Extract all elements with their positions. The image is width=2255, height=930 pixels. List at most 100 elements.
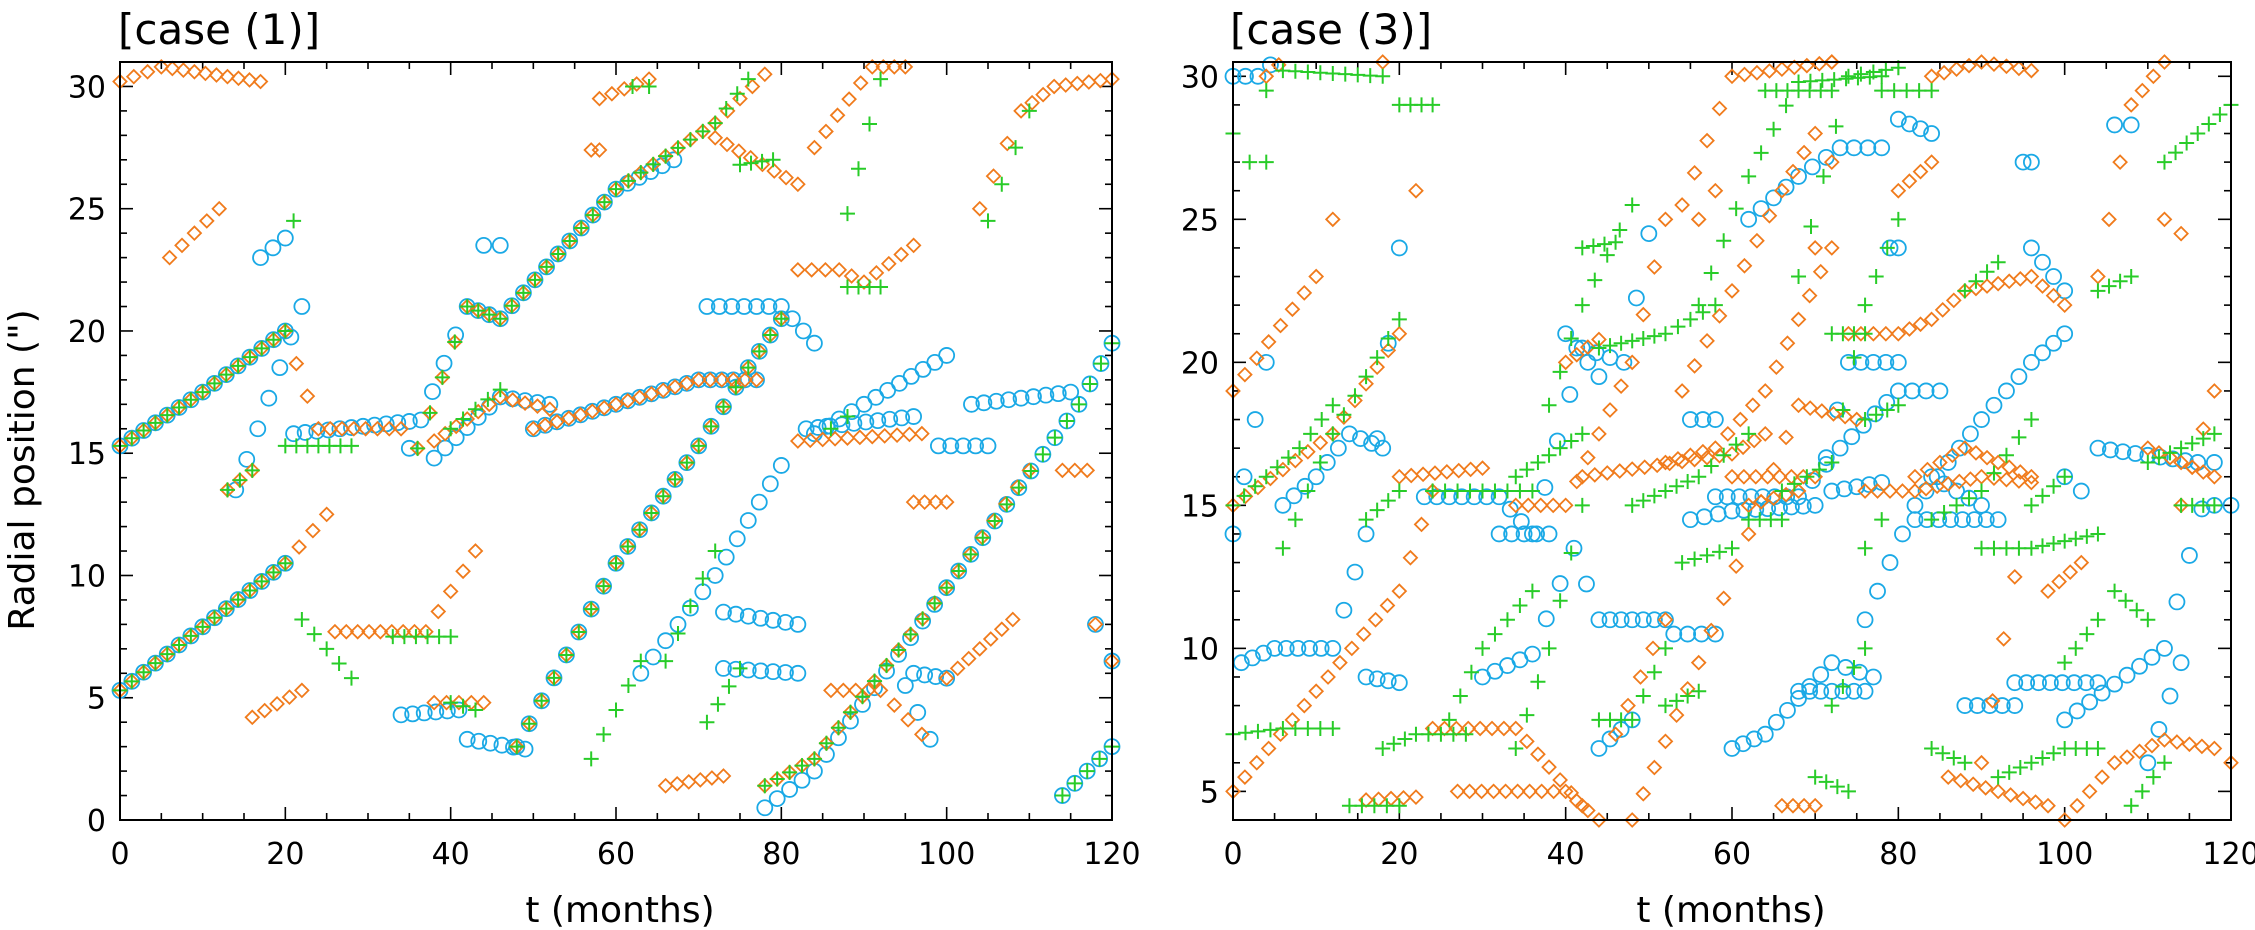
plus-point [830, 720, 846, 736]
diamond-point [345, 420, 362, 437]
diamond-point [256, 702, 273, 719]
circle-point [921, 730, 939, 748]
plus-point [1957, 283, 1973, 299]
circle-point [1845, 139, 1863, 157]
diamond-point [492, 389, 509, 405]
plus-point [2057, 469, 2073, 485]
diamond-point [197, 65, 214, 82]
diamond-point [1699, 132, 1715, 149]
plus-point [1380, 331, 1396, 347]
diamond-point [1670, 451, 1686, 467]
circle-point [764, 611, 782, 629]
plus-point [2179, 135, 2195, 151]
diamond-point [1079, 462, 1096, 479]
circle-point [1869, 582, 1886, 600]
circle-point [271, 359, 289, 377]
x-tick-label: 20 [266, 837, 304, 872]
diamond-point [886, 697, 903, 713]
plus-point [1397, 731, 1413, 747]
plus-point [699, 714, 715, 730]
diamond-point [1923, 68, 1940, 85]
plus-point [539, 259, 555, 275]
plus-point [583, 751, 599, 767]
circle-point [1767, 713, 1785, 731]
plus-point [455, 698, 471, 714]
x-tick-label: 0 [110, 837, 129, 872]
diamond-point [1607, 726, 1624, 743]
plus-point [625, 78, 641, 94]
diamond-point [1979, 449, 1995, 466]
circle-point [930, 437, 947, 455]
circle-point [1301, 639, 1318, 657]
circle-point [2006, 674, 2024, 692]
plus-point [867, 673, 883, 689]
diamond-point [2001, 273, 2018, 290]
plus-point [975, 530, 991, 546]
diamond-point [1296, 697, 1313, 714]
diamond-point [1749, 64, 1765, 81]
plus-point [1824, 83, 1840, 99]
plus-point [515, 285, 531, 301]
circle-point [1859, 139, 1877, 157]
diamond-point [2081, 783, 2098, 800]
diamond-point [1823, 240, 1840, 256]
plus-point [1563, 433, 1579, 449]
plus-point [695, 123, 711, 139]
circle-point [1856, 611, 1874, 629]
plus-point [608, 181, 624, 197]
plus-point [136, 664, 152, 680]
y-tick-label: 30 [68, 70, 106, 105]
plus-point [147, 415, 163, 431]
circle-point [715, 660, 732, 677]
diamond-point [1728, 558, 1745, 575]
circle-point [1524, 645, 1541, 663]
plus-point [1093, 356, 1109, 372]
diamond-point [893, 246, 910, 263]
diamond-point [125, 68, 142, 85]
plus-point [1646, 328, 1662, 344]
x-tick-label: 80 [762, 837, 800, 872]
panel-title: [case (1)] [118, 5, 320, 54]
diamond-point [1825, 405, 1842, 422]
circle-point [717, 548, 735, 566]
plus-point [1716, 447, 1732, 463]
circle-point [1540, 525, 1558, 543]
diamond-point [2156, 54, 2173, 70]
diamond-point [1308, 683, 1325, 700]
diamond-point [1956, 440, 1973, 457]
circle-point [1806, 496, 1824, 514]
diamond-point [1674, 197, 1690, 213]
diamond-point [1087, 616, 1104, 633]
plus-point [1292, 440, 1308, 456]
plus-point [1530, 454, 1546, 470]
diamond-point [1415, 466, 1431, 483]
circle-point [963, 395, 980, 413]
diamond-point [1332, 654, 1348, 671]
circle-point [1357, 525, 1375, 543]
plus-point [509, 739, 525, 755]
plus-point [571, 624, 587, 640]
diamond-point [1761, 207, 1778, 224]
plus-point [794, 758, 810, 774]
plus-point [1766, 121, 1782, 137]
diamond-point [997, 496, 1014, 512]
circle-point [1873, 474, 1891, 491]
diamond-point [361, 623, 377, 640]
plus-point [1874, 512, 1890, 528]
circle-point [1790, 682, 1807, 700]
circle-point [905, 664, 922, 682]
y-tick-label: 5 [87, 682, 106, 717]
x-axis-label: t (months) [525, 890, 714, 930]
diamond-point [1973, 754, 1990, 771]
diamond-point [1865, 325, 1882, 342]
plus-point [1092, 751, 1108, 767]
diamond-point [619, 392, 636, 409]
plus-point [1865, 64, 1881, 80]
diamond-point [198, 213, 215, 229]
diamond-point [1998, 58, 2015, 75]
plus-point [1487, 626, 1503, 642]
diamond-point [1977, 779, 1994, 796]
circle-point [1831, 439, 1849, 457]
diamond-point [1690, 211, 1707, 228]
diamond-point [1877, 325, 1894, 342]
